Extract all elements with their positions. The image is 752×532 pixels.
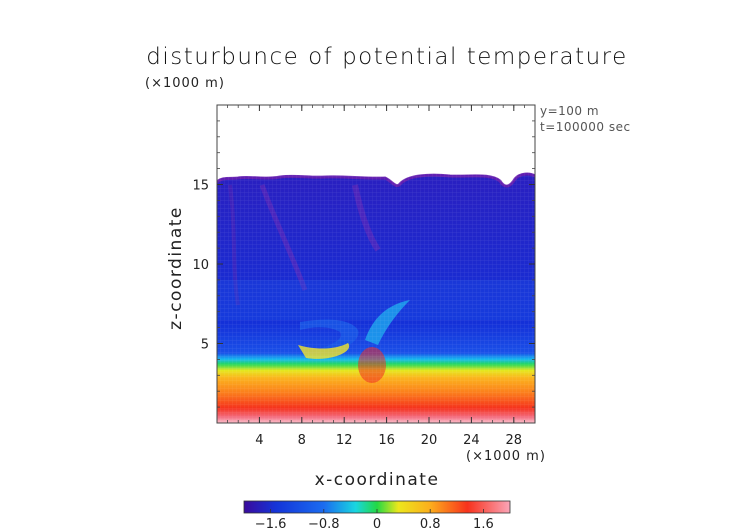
x-tick-label: 28	[506, 433, 523, 448]
annotation-time: t=100000 sec	[540, 120, 631, 134]
annotation-y: y=100 m	[540, 104, 600, 118]
y-tick-label: 15	[192, 179, 209, 194]
grid-overlay	[217, 105, 535, 423]
x-tick-label: 24	[463, 433, 480, 448]
x-tick-label: 4	[255, 433, 263, 448]
z-axis-unit: (×1000 m)	[145, 76, 225, 91]
y-tick-label: 10	[192, 258, 209, 273]
axes: 4 8 12 16 20 24 28 5 10 15	[192, 105, 535, 448]
y-tick-label: 5	[201, 338, 209, 353]
colorbar-tick-label: −1.6	[255, 517, 287, 532]
colorbar-tick-label: −0.8	[308, 517, 340, 532]
x-axis-label: x-coordinate	[314, 470, 440, 490]
x-tick-label: 8	[298, 433, 306, 448]
colorbar-tick-label: 0	[373, 517, 381, 532]
colorbar-ticks: −1.6 −0.8 0 0.8 1.6	[255, 509, 494, 532]
x-tick-label: 16	[378, 433, 395, 448]
chart-title: disturbunce of potential temperature	[146, 44, 628, 70]
colorbar-tick-label: 1.6	[473, 517, 494, 532]
x-axis-unit: (×1000 m)	[466, 449, 546, 464]
heatmap-field	[217, 105, 535, 423]
colorbar-tick-label: 0.8	[420, 517, 441, 532]
x-tick-label: 12	[336, 433, 353, 448]
x-tick-label: 20	[421, 433, 438, 448]
